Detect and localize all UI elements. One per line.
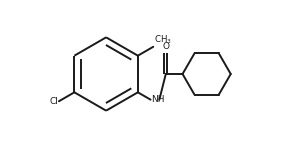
Text: NH: NH [151, 95, 165, 104]
Text: Cl: Cl [49, 97, 58, 106]
Text: O: O [162, 42, 169, 51]
Text: CH$_3$: CH$_3$ [154, 33, 172, 46]
